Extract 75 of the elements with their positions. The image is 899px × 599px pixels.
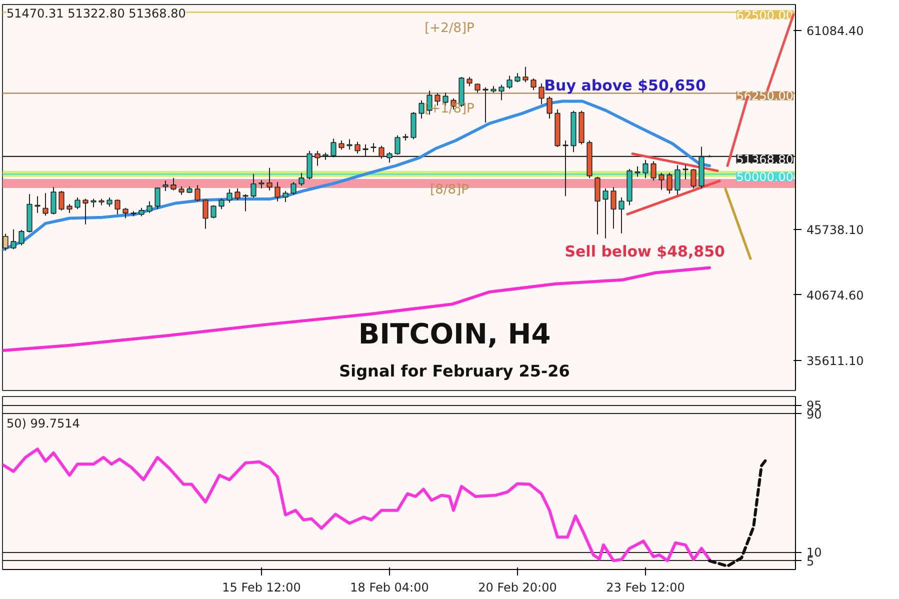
candlestick (146, 200, 152, 214)
candlestick (650, 160, 656, 182)
candlestick (674, 164, 680, 196)
candlestick (210, 204, 216, 219)
ref-line-label: 62500.00 (736, 8, 794, 22)
x-tick-label: 23 Feb 12:00 (606, 580, 685, 594)
candlestick (42, 192, 48, 216)
candlestick (66, 203, 72, 214)
candlestick (546, 96, 552, 119)
candlestick (682, 164, 688, 180)
y-tick-label: 40674.60 (806, 288, 864, 302)
annotation: 50) 99.7514 (6, 416, 80, 430)
candlestick (266, 167, 272, 191)
candlestick (218, 198, 224, 210)
candlestick (610, 186, 616, 230)
candlestick (194, 184, 200, 202)
candlestick (474, 83, 480, 94)
candlestick (282, 190, 288, 203)
annotation: 51470.31 51322.80 51368.80 (6, 6, 186, 20)
candlestick (122, 207, 128, 219)
candlestick (354, 141, 360, 154)
annotation: Buy above $50,650 (544, 76, 706, 95)
annotation: [+2/8]P (424, 20, 475, 36)
candlestick (226, 188, 232, 204)
candlestick (162, 180, 168, 192)
y-tick-label: 35611.10 (806, 354, 864, 368)
x-tick-label: 20 Feb 20:00 (478, 580, 557, 594)
candlestick (642, 159, 648, 179)
candlestick (58, 190, 64, 211)
candlestick (106, 197, 112, 208)
candlestick (514, 72, 520, 83)
candlestick (82, 198, 88, 225)
y-tick-label: 45738.10 (806, 222, 864, 237)
candlestick (290, 181, 296, 196)
candlestick (74, 197, 80, 210)
candlestick (274, 181, 280, 202)
candlestick (298, 172, 304, 186)
candlestick (2, 233, 8, 252)
candlestick (242, 194, 248, 212)
candlestick (530, 78, 536, 90)
candlestick (466, 76, 472, 87)
candlestick (170, 177, 176, 191)
candlestick (338, 140, 344, 150)
candlestick (602, 188, 608, 239)
ref-line-label: 50000.00 (736, 170, 794, 184)
candlestick (618, 197, 624, 234)
candlestick (18, 229, 24, 246)
text: Signal for February 25-26 (339, 362, 570, 380)
candlestick (154, 187, 160, 210)
ref-line-label: 51368.80 (736, 152, 794, 166)
candlestick (482, 86, 488, 123)
candlestick (506, 75, 512, 90)
annotation: Sell below $48,850 (564, 242, 725, 261)
candlestick (690, 168, 696, 189)
candlestick (34, 196, 40, 214)
x-tick-label: 15 Feb 12:00 (222, 580, 301, 594)
candlestick (418, 100, 424, 119)
candlestick (634, 166, 640, 178)
candlestick (498, 84, 504, 101)
candlestick (10, 228, 16, 250)
candlestick (594, 176, 600, 235)
candlestick (666, 172, 672, 194)
text: BITCOIN, H4 (358, 318, 551, 350)
candlestick (234, 188, 240, 201)
candlestick (370, 142, 376, 153)
x-tick-label: 18 Feb 04:00 (350, 580, 429, 594)
candlestick (250, 173, 256, 198)
candlestick (538, 83, 544, 105)
candlestick (50, 186, 56, 215)
candlestick (658, 172, 664, 190)
candlestick (114, 198, 120, 215)
ref-line-label: 56250.00 (736, 89, 794, 104)
candlestick (202, 198, 208, 230)
y-tick-label: 61084.40 (806, 24, 864, 38)
candlestick (522, 66, 528, 83)
